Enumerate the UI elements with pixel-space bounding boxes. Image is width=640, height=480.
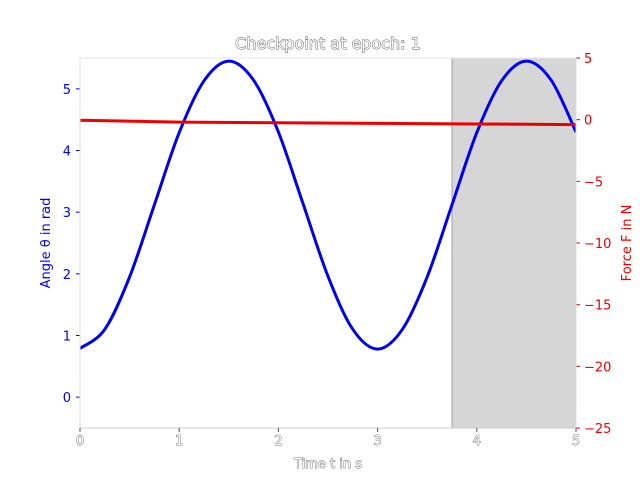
x-tick-label: 2: [274, 434, 282, 449]
x-axis-label: Time t in s: [293, 457, 362, 472]
right-y-tick-label: −20: [584, 360, 611, 375]
right-y-tick-label: 5: [584, 52, 592, 67]
right-y-tick-label: −5: [584, 175, 603, 190]
x-tick-label: 0: [76, 434, 84, 449]
shaded-region: [451, 57, 577, 429]
left-y-tick-label: 3: [63, 206, 71, 221]
right-y-tick-label: −10: [584, 237, 611, 252]
x-tick-label: 5: [572, 434, 580, 449]
angle-series-line: [80, 59, 576, 351]
left-y-tick-label: 0: [63, 391, 71, 406]
left-y-tick-label: 2: [63, 268, 71, 283]
right-y-tick-label: 0: [584, 114, 592, 129]
left-axis-label: Angle θ in rad: [39, 198, 54, 289]
plot-area: 0 1 2 3 4 5 0 1 2 3 4 5 5 0 −5 −10 −15 −20 −25: [63, 52, 612, 449]
left-y-tick-label: 1: [63, 330, 71, 345]
chart-title: Checkpoint at epoch: 1: [235, 34, 421, 53]
x-tick-label: 3: [373, 434, 381, 449]
x-tick-label: 4: [473, 434, 481, 449]
x-tick-label: 1: [175, 434, 183, 449]
right-y-tick-label: −25: [584, 422, 611, 437]
force-series-line: [80, 118, 576, 127]
right-axis-label: Force F in N: [620, 205, 635, 282]
left-y-tick-label: 5: [63, 83, 71, 98]
right-y-tick-label: −15: [584, 299, 611, 314]
left-y-tick-label: 4: [63, 145, 71, 160]
